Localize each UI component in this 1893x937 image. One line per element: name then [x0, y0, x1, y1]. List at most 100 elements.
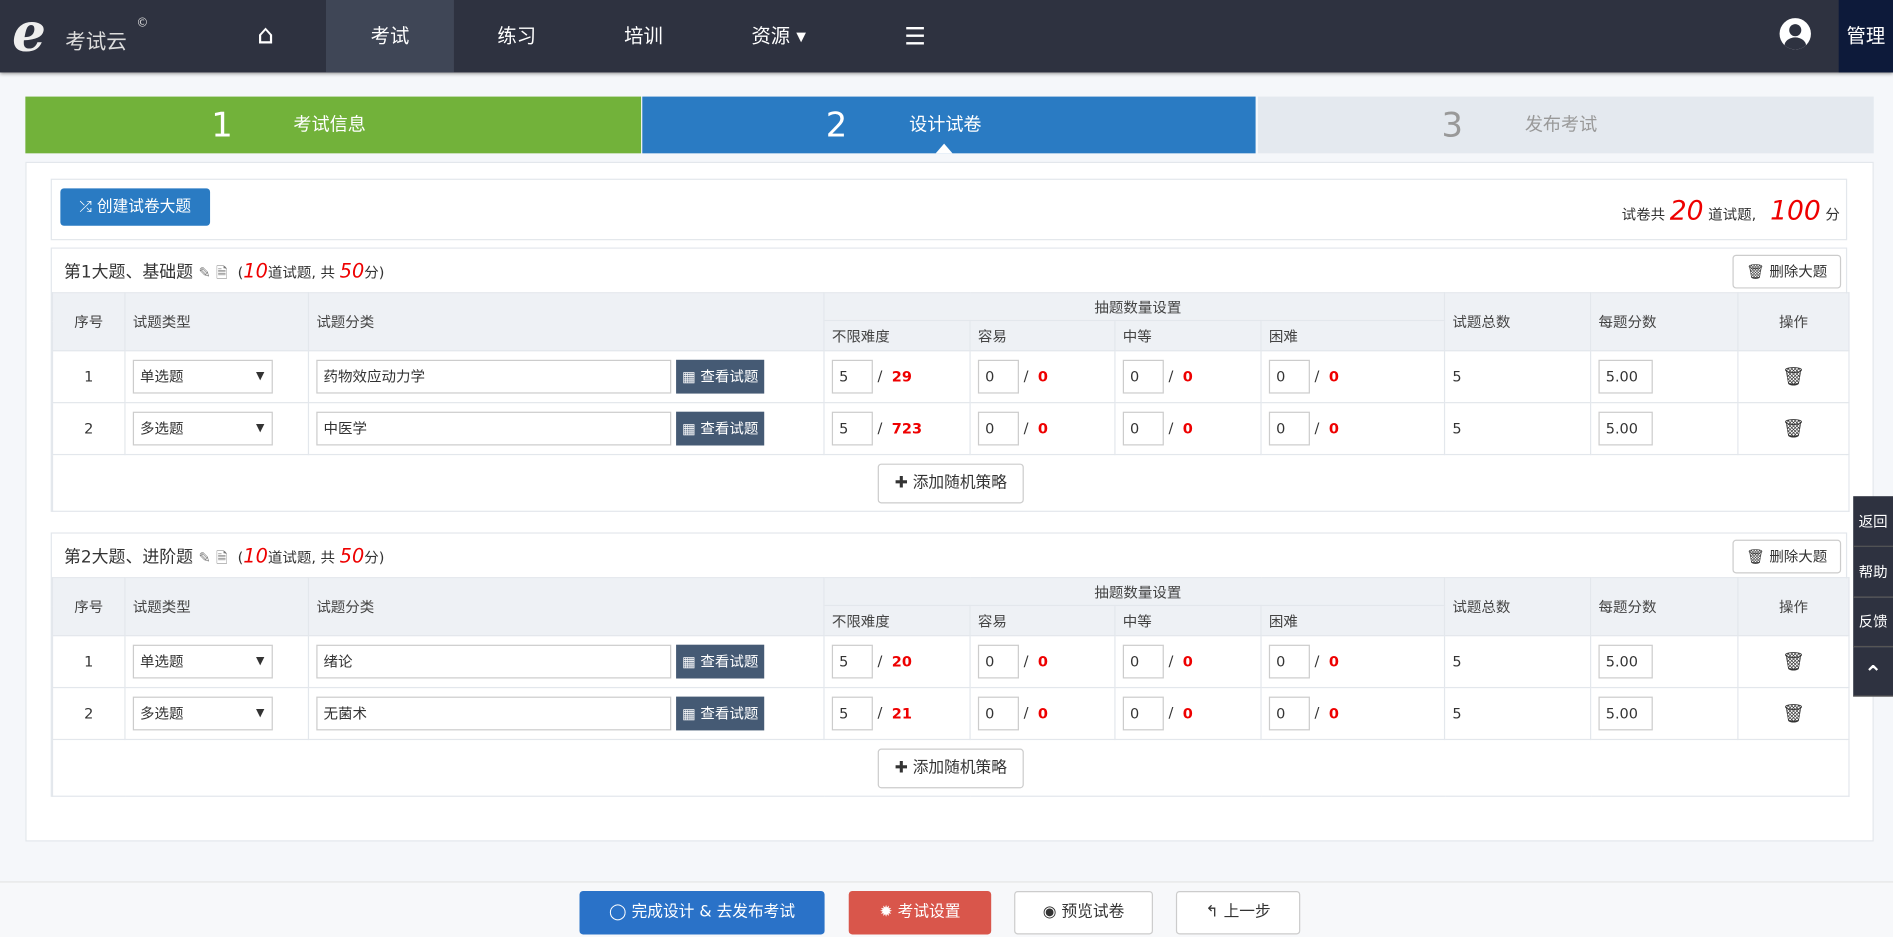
easy-count-input[interactable]: 0 — [977, 359, 1019, 394]
any-count-input[interactable]: 5 — [831, 696, 873, 731]
easy-available: 0 — [1037, 419, 1048, 437]
logo-copyright: © — [136, 16, 149, 31]
summary-mid: 道试题, — [1708, 206, 1757, 224]
category-input[interactable]: 药物效应动力学 — [316, 359, 672, 394]
back-label: 上一步 — [1223, 903, 1271, 922]
view-questions-button[interactable]: ▦ 查看试题 — [676, 411, 765, 446]
strategy-table: 序号 试题类型 试题分类 抽题数量设置 试题总数 每题分数 操作 不限难度 容易 中等 困难 1 单… — [51, 577, 1850, 797]
settings-label: 考试设置 — [897, 903, 961, 922]
th-op: 操作 — [1737, 577, 1850, 637]
total-count: 5 — [1443, 402, 1592, 456]
gear-icon: ✹ — [879, 903, 898, 922]
finish-design-button[interactable]: ◯ 完成设计 & 去发布考试 — [579, 890, 825, 935]
edit-pencil-icon[interactable]: ✎ — [198, 549, 211, 567]
trash-icon[interactable]: 🗑 — [1781, 702, 1805, 725]
nav-exam[interactable]: 考试 — [325, 0, 454, 73]
grid-icon: ▦ — [682, 420, 701, 438]
easy-count-input[interactable]: 0 — [977, 411, 1019, 446]
medium-count-input[interactable]: 0 — [1122, 359, 1164, 394]
nav-practice[interactable]: 练习 — [497, 24, 537, 48]
step-3[interactable]: 3 发布考试 — [1258, 96, 1874, 154]
medium-count-input[interactable]: 0 — [1122, 644, 1164, 679]
delete-section-button[interactable]: 🗑 删除大题 — [1732, 254, 1842, 289]
category-input[interactable]: 绪论 — [316, 644, 672, 679]
document-icon[interactable]: 🗎 — [215, 549, 228, 567]
medium-count-input[interactable]: 0 — [1122, 696, 1164, 731]
easy-count-input[interactable]: 0 — [977, 644, 1019, 679]
score-input[interactable]: 5.00 — [1598, 644, 1653, 679]
delete-section-button[interactable]: 🗑 删除大题 — [1732, 539, 1842, 574]
medium-available: 0 — [1182, 419, 1193, 437]
section-score: 50 — [339, 544, 365, 568]
trash-icon[interactable]: 🗑 — [1781, 650, 1805, 673]
trash-icon: 🗑 — [1746, 263, 1765, 281]
float-back-button[interactable]: 返回 — [1853, 496, 1893, 547]
summary-suffix: 分 — [1825, 206, 1840, 224]
hard-count-input[interactable]: 0 — [1268, 359, 1310, 394]
score-input[interactable]: 5.00 — [1598, 359, 1653, 394]
th-index: 序号 — [51, 292, 126, 352]
medium-available: 0 — [1182, 704, 1193, 722]
view-questions-button[interactable]: ▦ 查看试题 — [676, 359, 765, 394]
any-count-input[interactable]: 5 — [831, 644, 873, 679]
question-type-select[interactable]: 单选题 — [132, 644, 273, 679]
trash-icon[interactable]: 🗑 — [1781, 417, 1805, 440]
nav-resources-dropdown[interactable]: 资源 ▾ — [751, 24, 806, 48]
any-available: 29 — [891, 367, 912, 385]
edit-pencil-icon[interactable]: ✎ — [198, 264, 211, 282]
trash-icon[interactable]: 🗑 — [1781, 365, 1805, 388]
question-type-select[interactable]: 多选题 — [132, 411, 273, 446]
admin-button[interactable]: 管理 — [1838, 0, 1893, 73]
step-2-active[interactable]: 2 设计试卷 — [642, 96, 1256, 154]
document-icon[interactable]: 🗎 — [215, 264, 228, 282]
th-easy: 容易 — [969, 604, 1116, 637]
question-type-select[interactable]: 多选题 — [132, 696, 273, 731]
view-questions-button[interactable]: ▦ 查看试题 — [676, 644, 765, 679]
paren: ( — [237, 549, 244, 567]
th-any: 不限难度 — [823, 604, 971, 637]
hard-count-input[interactable]: 0 — [1268, 696, 1310, 731]
easy-available: 0 — [1037, 652, 1048, 670]
any-count-input[interactable]: 5 — [831, 411, 873, 446]
step-pointer-icon — [935, 143, 953, 154]
question-type-select[interactable]: 单选题 — [132, 359, 273, 394]
list-icon[interactable]: ☰ — [904, 21, 926, 51]
medium-count-input[interactable]: 0 — [1122, 411, 1164, 446]
add-random-strategy-button[interactable]: ✚ 添加随机策略 — [877, 462, 1024, 503]
hard-count-input[interactable]: 0 — [1268, 644, 1310, 679]
section-question-count: 10 — [243, 259, 268, 283]
step-1[interactable]: 1 考试信息 — [25, 96, 642, 154]
category-input[interactable]: 中医学 — [316, 411, 672, 446]
home-icon[interactable]: ⌂ — [257, 20, 275, 51]
float-help-button[interactable]: 帮助 — [1853, 546, 1893, 598]
shuffle-icon: ⤮ — [79, 197, 97, 217]
section-title: 第1大题、基础题 — [63, 263, 194, 283]
top-navbar: e 考试云 © ⌂ 考试 练习 培训 资源 ▾ ☰ 管理 — [0, 0, 1893, 73]
paper-summary: 试卷共 20 道试题, 100 分 — [1622, 197, 1840, 227]
exam-settings-button[interactable]: ✹ 考试设置 — [848, 890, 992, 935]
th-easy: 容易 — [969, 319, 1116, 352]
total-count: 5 — [1443, 635, 1592, 689]
th-category: 试题分类 — [307, 292, 825, 352]
scroll-top-chevron-up-icon[interactable]: ⌃ — [1853, 647, 1893, 697]
nav-training[interactable]: 培训 — [624, 24, 663, 48]
easy-count-input[interactable]: 0 — [977, 696, 1019, 731]
add-random-strategy-button[interactable]: ✚ 添加随机策略 — [877, 747, 1024, 788]
total-count: 5 — [1443, 350, 1592, 404]
total-score: 100 — [1770, 196, 1821, 227]
score-input[interactable]: 5.00 — [1598, 411, 1653, 446]
previous-step-button[interactable]: ↰ 上一步 — [1175, 890, 1301, 935]
section-header: 第1大题、基础题 ✎ 🗎 (10道试题, 共 50分) — [64, 260, 384, 288]
step-number: 3 — [1441, 105, 1464, 145]
any-count-input[interactable]: 5 — [831, 359, 873, 394]
delete-label: 删除大题 — [1769, 263, 1828, 281]
user-avatar-icon[interactable] — [1779, 18, 1811, 50]
preview-paper-button[interactable]: ◉ 预览试卷 — [1014, 890, 1153, 935]
float-feedback-button[interactable]: 反馈 — [1853, 597, 1893, 648]
category-input[interactable]: 无菌术 — [316, 696, 672, 731]
hard-count-input[interactable]: 0 — [1268, 411, 1310, 446]
create-section-button[interactable]: ⤮ 创建试卷大题 — [60, 188, 211, 226]
view-questions-button[interactable]: ▦ 查看试题 — [676, 696, 765, 731]
score-input[interactable]: 5.00 — [1598, 696, 1653, 731]
